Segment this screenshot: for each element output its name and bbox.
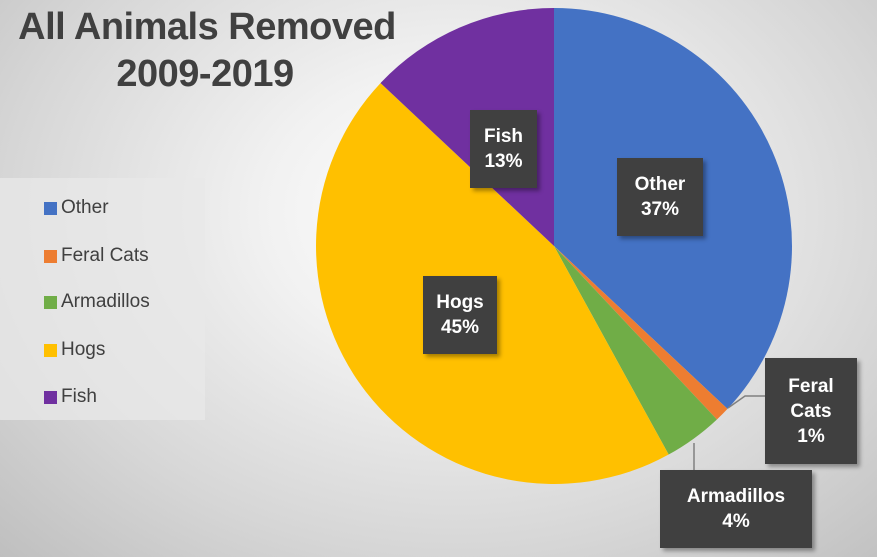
- legend-item-feral-cats: Feral Cats: [44, 245, 149, 267]
- data-label-fish-value: 13%: [484, 151, 523, 172]
- legend-label-fish: Fish: [61, 386, 97, 407]
- data-label-feral-cats-line-1: Feral: [788, 375, 834, 397]
- data-label-armadillos: Armadillos 4%: [660, 470, 812, 548]
- legend-label-armadillos: Armadillos: [61, 291, 150, 312]
- legend-swatch-feral-cats: [44, 249, 57, 263]
- legend-swatch-other: [44, 201, 57, 215]
- chart-title-line-1: All Animals Removed: [18, 6, 396, 48]
- data-label-armadillos-value: 4%: [722, 511, 750, 532]
- data-label-other: Other 37%: [617, 158, 703, 236]
- legend-item-hogs: Hogs: [44, 339, 105, 361]
- legend-swatch-hogs: [44, 343, 57, 357]
- legend-item-other: Other: [44, 197, 109, 219]
- pie-slice-armadillos: [554, 246, 717, 455]
- data-label-feral-cats: Feral Cats 1%: [765, 358, 857, 464]
- legend-label-feral-cats: Feral Cats: [61, 245, 149, 266]
- legend-swatch-armadillos: [44, 295, 57, 309]
- data-label-feral-cats-value: 1%: [797, 425, 825, 447]
- data-label-hogs-name: Hogs: [436, 292, 484, 313]
- data-label-hogs-value: 45%: [440, 317, 480, 338]
- leader-line-feral-cats: [727, 395, 765, 409]
- pie-slices: [316, 8, 792, 484]
- chart-title-line-2: 2009-2019: [116, 53, 294, 95]
- chart-title: All Animals Removed 2009-2019: [0, 4, 420, 98]
- legend-item-armadillos: Armadillos: [44, 291, 150, 313]
- legend: Other Feral Cats Armadillos Hogs Fish: [0, 178, 205, 420]
- pie-slice-feral-cats: [554, 246, 728, 420]
- legend-label-hogs: Hogs: [61, 339, 106, 360]
- legend-label-other: Other: [61, 197, 109, 218]
- legend-item-fish: Fish: [44, 386, 97, 408]
- data-label-fish: Fish 13%: [470, 110, 537, 188]
- legend-swatch-fish: [44, 390, 57, 404]
- data-label-armadillos-name: Armadillos: [686, 486, 786, 507]
- data-label-other-name: Other: [634, 174, 686, 195]
- data-label-hogs: Hogs 45%: [423, 276, 497, 354]
- leader-lines: [693, 395, 765, 470]
- data-label-feral-cats-line-2: Cats: [790, 400, 832, 422]
- data-label-other-value: 37%: [640, 199, 680, 220]
- data-label-fish-name: Fish: [483, 126, 524, 147]
